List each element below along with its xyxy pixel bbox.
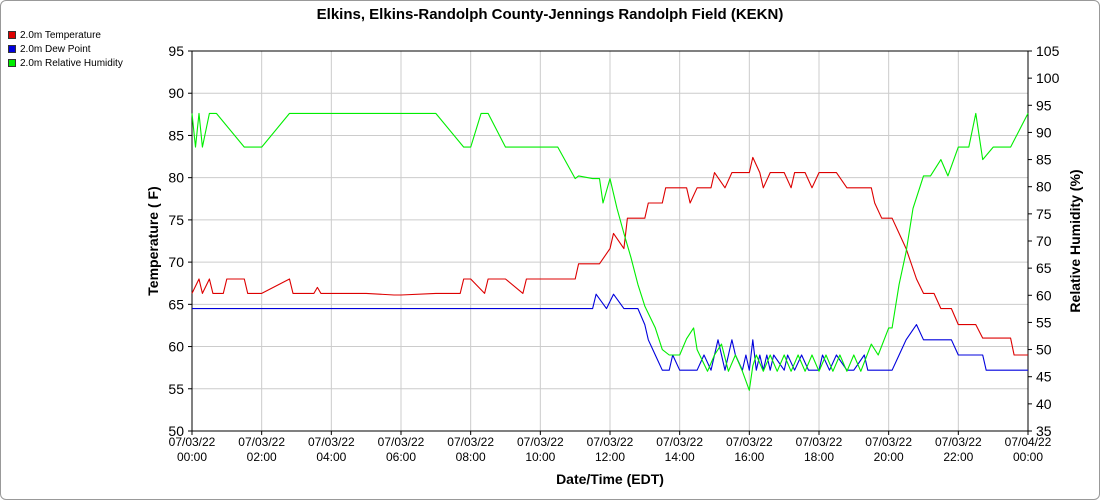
y-left-tick-label: 70 — [168, 254, 184, 270]
x-tick-label-date: 07/03/22 — [308, 435, 355, 449]
y-right-tick-label: 70 — [1036, 233, 1052, 249]
axes-layer: 07/03/2200:0007/03/2202:0007/03/2204:000… — [168, 43, 1059, 464]
y-right-tick-label: 35 — [1036, 423, 1052, 439]
x-tick-label-date: 07/03/22 — [447, 435, 494, 449]
x-tick-label-date: 07/03/22 — [935, 435, 982, 449]
x-tick-label-time: 20:00 — [874, 450, 904, 464]
y-axis-left-label: Temperature ( F) — [145, 186, 161, 295]
x-tick-label-time: 10:00 — [525, 450, 555, 464]
y-left-tick-label: 95 — [168, 43, 184, 59]
legend: 2.0m Temperature 2.0m Dew Point 2.0m Rel… — [8, 28, 123, 70]
x-tick-label-date: 07/03/22 — [517, 435, 564, 449]
y-right-tick-label: 40 — [1036, 396, 1052, 412]
x-tick-label-time: 08:00 — [456, 450, 486, 464]
chart-title: Elkins, Elkins-Randolph County-Jennings … — [317, 6, 784, 23]
y-left-tick-label: 80 — [168, 170, 184, 186]
x-tick-label-date: 07/03/22 — [238, 435, 285, 449]
legend-item-dew-point: 2.0m Dew Point — [8, 42, 123, 56]
x-tick-label-time: 18:00 — [804, 450, 834, 464]
x-tick-label-time: 00:00 — [1013, 450, 1043, 464]
x-tick-label-time: 22:00 — [943, 450, 973, 464]
x-tick-label-time: 00:00 — [177, 450, 207, 464]
legend-swatch-dew-point — [8, 45, 16, 53]
legend-swatch-temperature — [8, 31, 16, 39]
x-tick-label-date: 07/03/22 — [587, 435, 634, 449]
y-right-tick-label: 45 — [1036, 369, 1052, 385]
y-left-tick-label: 65 — [168, 296, 184, 312]
y-left-tick-label: 50 — [168, 423, 184, 439]
x-tick-label-time: 14:00 — [665, 450, 695, 464]
x-tick-label-date: 07/03/22 — [169, 435, 216, 449]
y-left-tick-label: 60 — [168, 339, 184, 355]
x-tick-label-time: 16:00 — [734, 450, 764, 464]
y-left-tick-label: 90 — [168, 85, 184, 101]
x-tick-label-date: 07/03/22 — [865, 435, 912, 449]
y-right-tick-label: 75 — [1036, 206, 1052, 222]
legend-label-dew-point: 2.0m Dew Point — [20, 43, 91, 55]
y-left-tick-label: 55 — [168, 381, 184, 397]
y-right-tick-label: 95 — [1036, 97, 1052, 113]
y-right-tick-label: 80 — [1036, 179, 1052, 195]
y-right-tick-label: 85 — [1036, 152, 1052, 168]
y-right-tick-label: 100 — [1036, 70, 1060, 86]
legend-item-relative-humidity: 2.0m Relative Humidity — [8, 56, 123, 70]
y-left-tick-label: 85 — [168, 127, 184, 143]
legend-label-temperature: 2.0m Temperature — [20, 29, 101, 41]
x-tick-label-time: 04:00 — [316, 450, 346, 464]
y-right-tick-label: 65 — [1036, 260, 1052, 276]
y-left-tick-label: 75 — [168, 212, 184, 228]
x-tick-label-date: 07/03/22 — [796, 435, 843, 449]
x-axis-label: Date/Time (EDT) — [556, 471, 664, 487]
temperature-line — [191, 156, 1028, 356]
y-axis-right-label: Relative Humidity (%) — [1067, 169, 1083, 312]
x-tick-label-time: 12:00 — [595, 450, 625, 464]
x-tick-label-date: 07/04/22 — [1005, 435, 1052, 449]
x-tick-label-date: 07/03/22 — [378, 435, 425, 449]
y-right-tick-label: 105 — [1036, 43, 1060, 59]
x-tick-label-date: 07/03/22 — [726, 435, 773, 449]
series-layer — [191, 112, 1029, 391]
y-right-tick-label: 60 — [1036, 287, 1052, 303]
grid — [192, 51, 1028, 431]
legend-item-temperature: 2.0m Temperature — [8, 28, 123, 42]
x-tick-label-date: 07/03/22 — [656, 435, 703, 449]
legend-label-relative-humidity: 2.0m Relative Humidity — [20, 57, 123, 69]
y-right-tick-label: 90 — [1036, 124, 1052, 140]
legend-swatch-relative-humidity — [8, 59, 16, 67]
y-right-tick-label: 55 — [1036, 314, 1052, 330]
x-tick-label-time: 02:00 — [247, 450, 277, 464]
relative-humidity-line — [191, 112, 1029, 391]
x-tick-label-time: 06:00 — [386, 450, 416, 464]
y-right-tick-label: 50 — [1036, 342, 1052, 358]
